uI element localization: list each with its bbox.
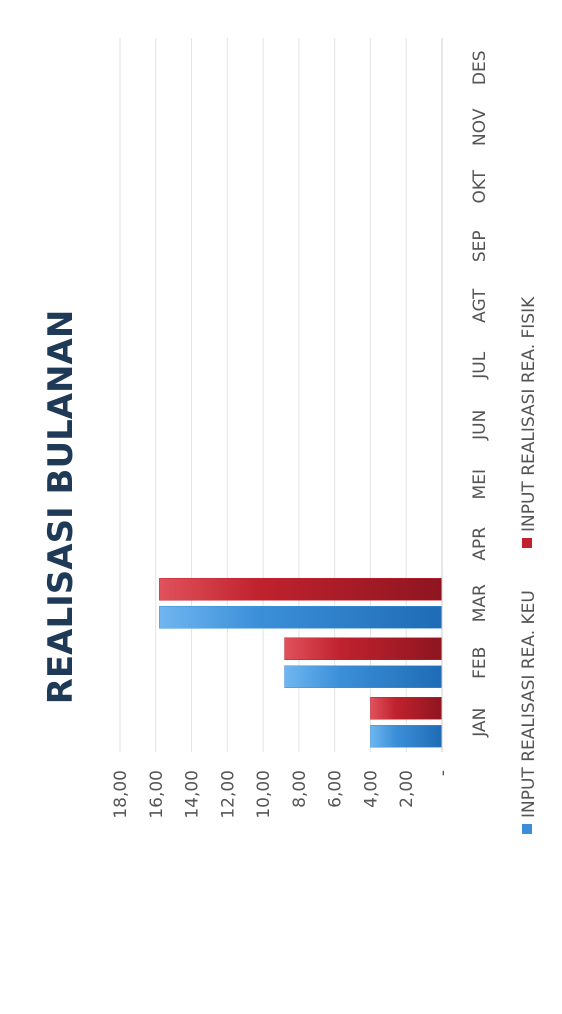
y-tick-label: 16,00 [147, 770, 167, 819]
x-tick-label: FEB [470, 647, 490, 679]
y-tick-label: 4,00 [361, 770, 381, 808]
bar [370, 697, 443, 720]
x-tick-label: SEP [470, 230, 490, 262]
legend-label: INPUT REALISASI REA. KEU [519, 590, 539, 818]
x-tick-label: AGT [470, 288, 490, 323]
chart-title: REALISASI BULANAN [41, 310, 81, 705]
x-tick-label: NOV [470, 108, 490, 146]
y-tick-label: 10,00 [254, 770, 274, 819]
x-tick-label: OKT [470, 169, 490, 203]
legend: INPUT REALISASI REA. KEU INPUT REALISASI … [519, 296, 539, 834]
bar [159, 606, 443, 629]
legend-label: INPUT REALISASI REA. FISIK [519, 296, 539, 532]
x-tick-label: MAR [470, 584, 490, 622]
x-tick-label: DES [470, 50, 490, 85]
x-tick-label: JUL [470, 351, 490, 379]
bar [370, 725, 443, 748]
x-tick-label: APR [470, 527, 490, 561]
y-tick-label: 2,00 [397, 770, 417, 808]
y-tick-label: 12,00 [218, 770, 238, 819]
x-ticks: JAN FEB MAR APR MEI JUN JUL AGT SEP OKT NOV DES [470, 50, 490, 737]
gridlines [119, 38, 407, 752]
y-tick-label: 18,00 [111, 770, 131, 819]
y-tick-label: 8,00 [290, 770, 310, 808]
y-tick-label: - [433, 770, 453, 776]
x-tick-label: JAN [470, 708, 490, 738]
y-tick-label: 14,00 [183, 770, 203, 819]
x-tick-label: MEI [470, 469, 490, 499]
legend-swatch [522, 538, 532, 548]
y-tick-label: 6,00 [326, 770, 346, 808]
bars [159, 578, 443, 748]
legend-swatch [522, 824, 532, 834]
bar [284, 665, 443, 688]
y-ticks: - 2,00 4,00 6,00 8,00 10,00 12,00 14,00 16,00 18,… [111, 770, 453, 819]
x-tick-label: JUN [470, 410, 490, 441]
bar [159, 578, 443, 601]
bar [284, 637, 443, 660]
